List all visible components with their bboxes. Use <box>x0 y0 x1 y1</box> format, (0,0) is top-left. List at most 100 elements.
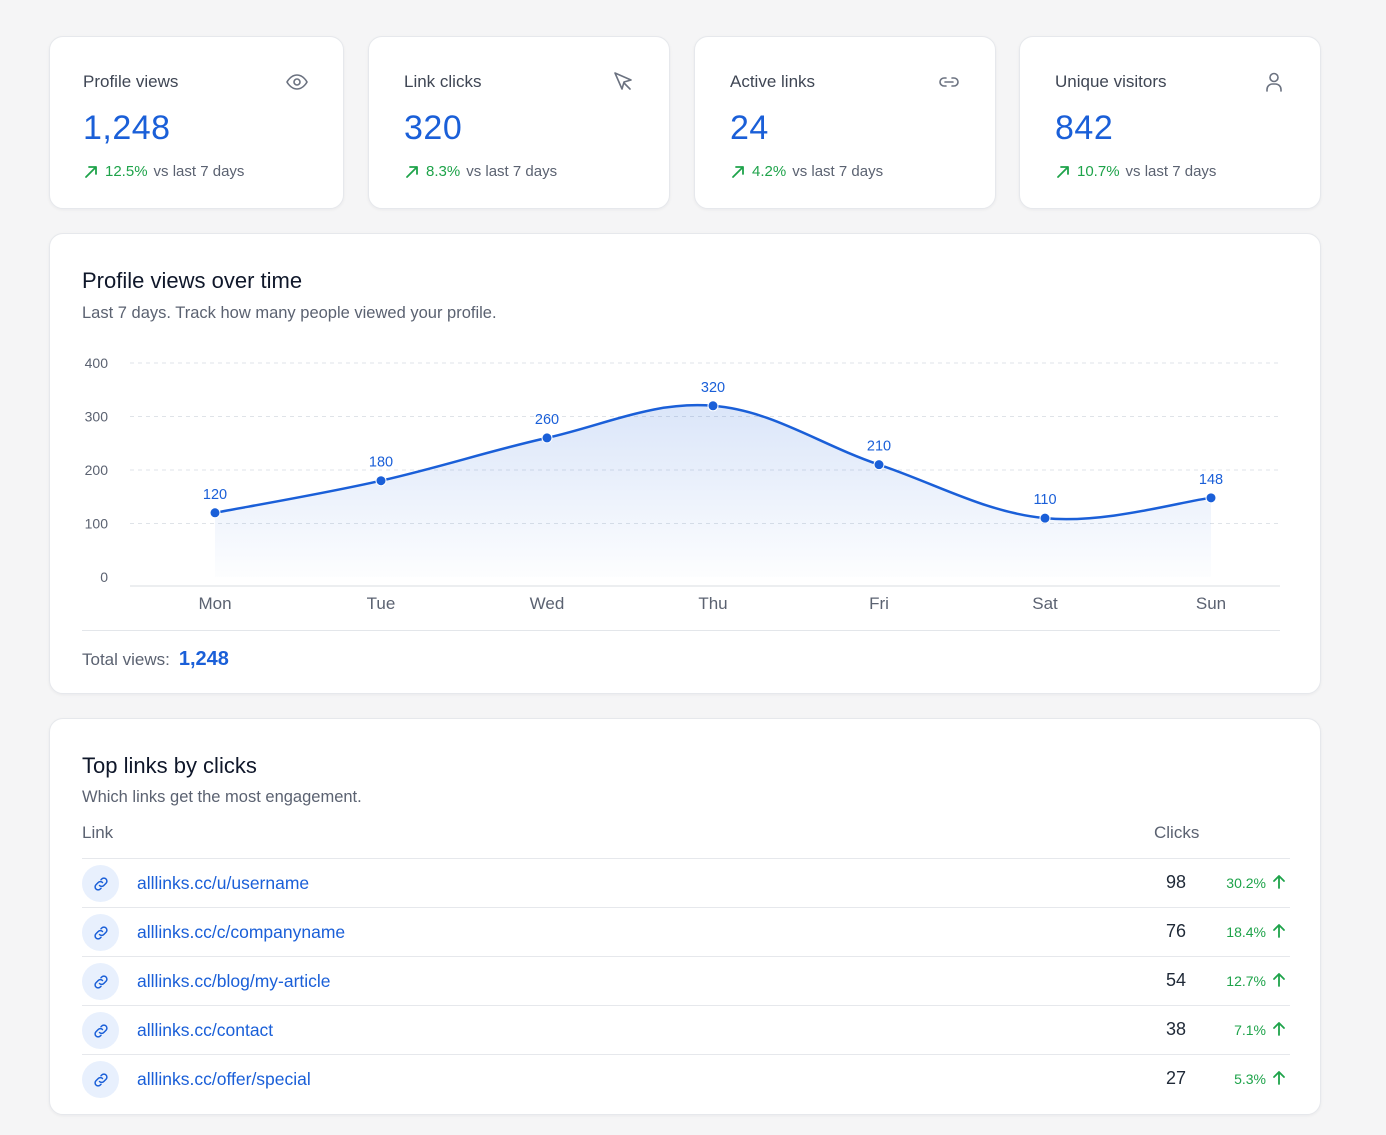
stat-card-profile-views: Profile views 1,248 12.5% vs last 7 days <box>49 36 344 209</box>
y-tick-label: 200 <box>85 462 109 478</box>
data-label: 320 <box>701 380 725 396</box>
y-tick-label: 100 <box>85 516 109 532</box>
trend-compare: vs last 7 days <box>792 163 884 180</box>
trend-percent: 4.2% <box>752 163 787 180</box>
link-icon <box>939 77 959 87</box>
trend-up-arrow-icon <box>1057 165 1069 178</box>
views-area <box>215 405 1211 577</box>
x-tick-label: Sat <box>1032 594 1058 613</box>
trend-percent: 10.7% <box>1077 163 1120 180</box>
top-links-card: Top links by clicks Which links get the … <box>49 718 1321 1115</box>
link-row[interactable]: alllinks.cc/u/username 98 30.2% <box>82 858 1290 907</box>
arrow-up-icon <box>1273 924 1285 938</box>
link-icon <box>82 963 119 1000</box>
link-clicks: 38 <box>1165 1019 1186 1039</box>
column-header-link: Link <box>82 823 114 842</box>
data-label: 148 <box>1199 472 1223 488</box>
trend-compare: vs last 7 days <box>153 163 245 180</box>
arrow-up-icon <box>1273 973 1285 987</box>
chart-footer-divider <box>82 630 1280 631</box>
data-point <box>707 400 719 412</box>
trend-compare: vs last 7 days <box>1125 163 1217 180</box>
link-row[interactable]: alllinks.cc/blog/my-article 54 12.7% <box>82 956 1290 1005</box>
link-percent: 18.4% <box>1226 924 1266 940</box>
stat-label: Profile views <box>83 72 179 91</box>
arrow-up-icon <box>1273 1022 1285 1036</box>
trend-up-arrow-icon <box>406 165 418 178</box>
link-clicks: 27 <box>1165 1068 1186 1088</box>
link-clicks: 98 <box>1165 872 1186 892</box>
link-row[interactable]: alllinks.cc/c/companyname 76 18.4% <box>82 907 1290 956</box>
trend-compare: vs last 7 days <box>466 163 558 180</box>
stat-label: Active links <box>730 72 816 91</box>
link-url[interactable]: alllinks.cc/u/username <box>137 873 310 893</box>
trend-up-arrow-icon <box>732 165 744 178</box>
trend-up-arrow-icon <box>85 165 97 178</box>
y-tick-label: 300 <box>85 409 109 425</box>
link-clicks: 54 <box>1165 970 1186 990</box>
views-chart-card: Profile views over time Last 7 days. Tra… <box>49 233 1321 694</box>
stat-trend: 8.3% vs last 7 days <box>404 163 557 180</box>
total-views-value: 1,248 <box>178 648 229 670</box>
data-point <box>541 432 553 444</box>
link-percent: 5.3% <box>1234 1071 1266 1087</box>
stat-trend: 4.2% vs last 7 days <box>730 163 883 180</box>
views-chart-subtitle: Last 7 days. Track how many people viewe… <box>82 304 497 322</box>
data-point <box>209 507 221 519</box>
link-icon <box>82 1012 119 1049</box>
data-label: 120 <box>203 487 227 503</box>
y-tick-label: 400 <box>85 355 109 371</box>
column-header-clicks: Clicks <box>1154 823 1200 842</box>
link-url[interactable]: alllinks.cc/blog/my-article <box>137 971 331 991</box>
total-views-label: Total views: <box>82 650 170 669</box>
link-percent: 12.7% <box>1226 973 1266 989</box>
stat-card-active-links: Active links 24 4.2% vs last 7 days <box>694 36 996 209</box>
stat-card-link-clicks: Link clicks 320 8.3% vs last 7 days <box>368 36 670 209</box>
x-tick-label: Thu <box>698 594 727 613</box>
views-line-chart: 120 180 260 320 210 110 148 0 100 200 300 400 Mon Tu… <box>85 355 1280 613</box>
data-label: 180 <box>369 455 393 471</box>
link-icon <box>82 914 119 951</box>
link-url[interactable]: alllinks.cc/c/companyname <box>137 922 346 942</box>
data-point <box>1205 492 1217 504</box>
stat-value: 1,248 <box>83 109 171 147</box>
stat-label: Unique visitors <box>1055 72 1167 91</box>
trend-percent: 12.5% <box>105 163 148 180</box>
total-views: Total views: 1,248 <box>82 648 229 671</box>
x-tick-label: Fri <box>869 594 889 613</box>
arrow-up-icon <box>1273 1071 1285 1085</box>
link-clicks: 76 <box>1165 921 1186 941</box>
stat-value: 842 <box>1055 109 1114 147</box>
link-icon <box>82 865 119 902</box>
stat-card-unique-visitors: Unique visitors 842 10.7% vs last 7 days <box>1019 36 1321 209</box>
views-chart-title: Profile views over time <box>82 268 303 293</box>
data-label: 210 <box>867 439 891 455</box>
x-tick-label: Mon <box>198 594 231 613</box>
stat-trend: 10.7% vs last 7 days <box>1055 163 1216 180</box>
y-tick-label: 0 <box>100 569 108 585</box>
link-percent: 30.2% <box>1226 875 1266 891</box>
x-tick-label: Sun <box>1196 594 1226 613</box>
x-tick-label: Tue <box>367 594 396 613</box>
link-url[interactable]: alllinks.cc/contact <box>137 1020 274 1040</box>
stat-value: 320 <box>404 109 463 147</box>
link-url[interactable]: alllinks.cc/offer/special <box>137 1069 311 1089</box>
link-row[interactable]: alllinks.cc/offer/special 27 5.3% <box>82 1054 1290 1103</box>
trend-percent: 8.3% <box>426 163 461 180</box>
data-point <box>873 459 885 471</box>
stat-value: 24 <box>730 109 769 147</box>
user-icon <box>1266 72 1282 92</box>
data-label: 110 <box>1033 492 1056 508</box>
stat-trend: 12.5% vs last 7 days <box>83 163 244 180</box>
eye-icon <box>286 74 308 90</box>
cursor-icon <box>614 72 632 90</box>
link-icon <box>82 1061 119 1098</box>
stat-label: Link clicks <box>404 72 482 91</box>
link-percent: 7.1% <box>1234 1022 1266 1038</box>
link-row[interactable]: alllinks.cc/contact 38 7.1% <box>82 1005 1290 1054</box>
arrow-up-icon <box>1273 875 1285 889</box>
data-point <box>375 475 387 487</box>
top-links-title: Top links by clicks <box>82 753 257 778</box>
top-links-subtitle: Which links get the most engagement. <box>82 788 362 806</box>
x-tick-label: Wed <box>530 594 565 613</box>
